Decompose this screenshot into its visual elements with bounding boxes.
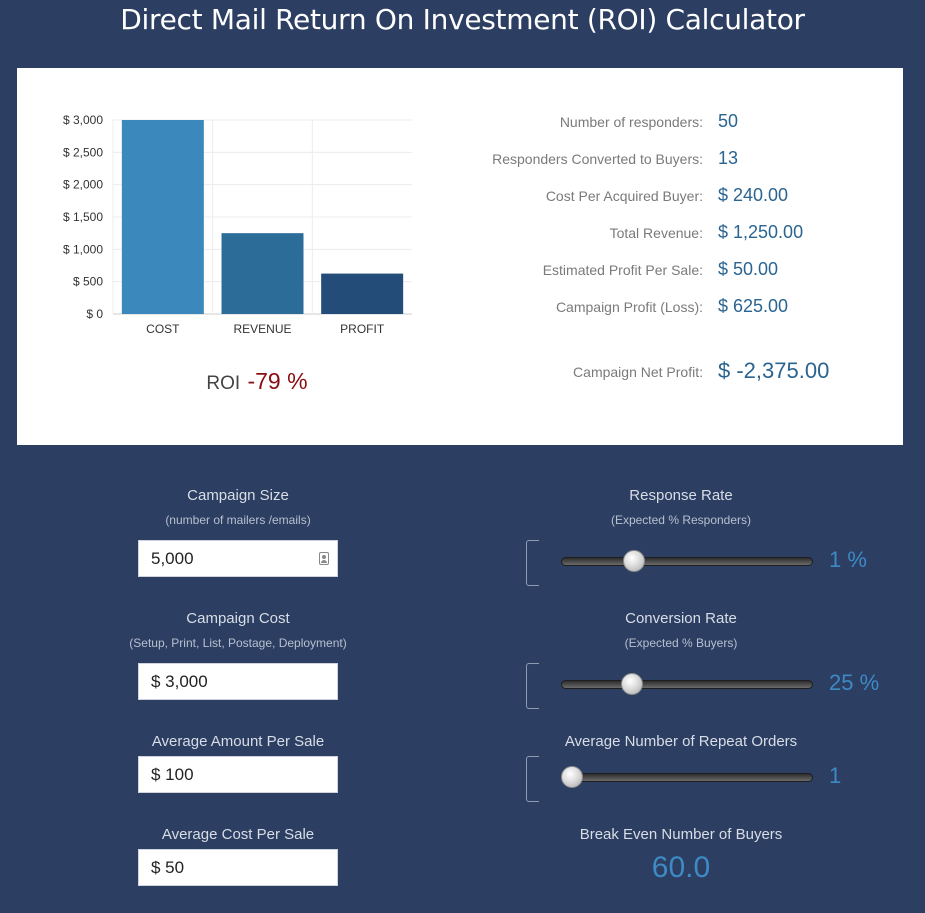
y-tick-label: $ 1,500	[63, 210, 103, 224]
roi-bar-chart: $ 0 $ 500 $ 1,000 $ 1,500 $ 2,000 $ 2,500 $ 3,…	[63, 113, 412, 336]
bar-cost	[121, 120, 204, 314]
response-rate-track[interactable]	[561, 557, 813, 566]
conversion-rate-bracket	[526, 663, 539, 709]
avg-cost-section: Average Cost Per Sale	[108, 826, 368, 843]
campaign-size-input[interactable]	[139, 541, 311, 576]
response-rate-section: Response Rate (Expected % Responders)	[531, 487, 831, 527]
stat-label-campaign-profit: Campaign Profit (Loss):	[555, 299, 703, 315]
stat-label-total-revenue: Total Revenue:	[609, 225, 703, 241]
roi-label: ROI	[206, 373, 241, 394]
roi-readout: ROI -79 %	[137, 368, 377, 395]
conversion-rate-knob[interactable]	[620, 673, 643, 695]
repeat-orders-track[interactable]	[561, 773, 813, 782]
conversion-rate-title: Conversion Rate	[625, 610, 737, 627]
page-title: Direct Mail Return On Investment (ROI) C…	[120, 3, 805, 36]
stat-label-converted: Responders Converted to Buyers:	[492, 151, 703, 167]
response-rate-subtitle: (Expected % Responders)	[610, 513, 752, 527]
campaign-cost-input[interactable]	[139, 664, 311, 699]
response-rate-value: 1 %	[829, 547, 867, 572]
repeat-orders-value: 1	[829, 763, 842, 788]
bar-revenue	[221, 233, 304, 314]
stat-label-net-profit: Campaign Net Profit:	[573, 364, 703, 380]
bar-profit	[321, 273, 404, 314]
stat-value-responders: 50	[718, 111, 739, 131]
x-tick-label: PROFIT	[340, 322, 385, 336]
breakeven-section: Break Even Number of Buyers 60.0	[531, 826, 831, 885]
y-tick-label: $ 500	[73, 275, 103, 289]
campaign-cost-subtitle: (Setup, Print, List, Postage, Deployment…	[129, 636, 347, 650]
repeat-orders-section: Average Number of Repeat Orders	[521, 733, 841, 750]
stats-list: Number of responders: 50 Responders Conv…	[437, 68, 903, 445]
breakeven-value: 60.0	[651, 851, 711, 884]
conversion-rate-section: Conversion Rate (Expected % Buyers)	[531, 610, 831, 650]
x-tick-label: COST	[146, 322, 180, 336]
stat-label-responders: Number of responders:	[559, 114, 703, 130]
avg-amount-section: Average Amount Per Sale	[108, 733, 368, 750]
avg-amount-box	[138, 756, 338, 793]
conversion-rate-value: 25 %	[829, 670, 880, 695]
campaign-size-title: Campaign Size	[187, 487, 289, 504]
stat-value-cost-per-buyer: $ 240.00	[718, 185, 789, 205]
response-rate-title: Response Rate	[629, 487, 733, 504]
stat-label-cost-per-buyer: Cost Per Acquired Buyer:	[545, 188, 703, 204]
repeat-orders-bracket	[526, 756, 539, 802]
response-rate-bracket	[526, 540, 539, 586]
y-tick-label: $ 2,500	[63, 145, 103, 159]
campaign-cost-box	[138, 663, 338, 700]
roi-value: -79 %	[247, 368, 308, 394]
y-tick-label: $ 0	[86, 307, 103, 321]
stat-value-total-revenue: $ 1,250.00	[718, 222, 804, 242]
results-panel: $ 0 $ 500 $ 1,000 $ 1,500 $ 2,000 $ 2,500 $ 3,…	[17, 68, 903, 445]
campaign-size-section: Campaign Size (number of mailers /emails…	[128, 487, 348, 527]
avg-cost-box	[138, 849, 338, 886]
repeat-orders-knob[interactable]	[561, 766, 583, 788]
stat-value-net-profit: $ -2,375.00	[718, 358, 830, 383]
campaign-cost-title: Campaign Cost	[186, 610, 290, 627]
contact-card-icon[interactable]	[319, 552, 329, 565]
stat-value-campaign-profit: $ 625.00	[718, 296, 789, 316]
campaign-size-subtitle: (number of mailers /emails)	[165, 513, 311, 527]
avg-amount-input[interactable]	[139, 757, 311, 792]
repeat-orders-title: Average Number of Repeat Orders	[564, 733, 798, 750]
conversion-rate-subtitle: (Expected % Buyers)	[624, 636, 738, 650]
avg-cost-title: Average Cost Per Sale	[161, 826, 315, 843]
y-tick-label: $ 3,000	[63, 113, 103, 127]
response-rate-knob[interactable]	[623, 550, 646, 572]
x-tick-label: REVENUE	[233, 322, 291, 336]
breakeven-title: Break Even Number of Buyers	[579, 826, 783, 843]
avg-amount-title: Average Amount Per Sale	[151, 733, 325, 750]
y-tick-label: $ 2,000	[63, 178, 103, 192]
y-tick-label: $ 1,000	[63, 242, 103, 256]
avg-cost-input[interactable]	[139, 850, 311, 885]
conversion-rate-track[interactable]	[561, 680, 813, 689]
campaign-cost-section: Campaign Cost (Setup, Print, List, Posta…	[108, 610, 368, 650]
stat-label-profit-per-sale: Estimated Profit Per Sale:	[542, 262, 703, 278]
campaign-size-box	[138, 540, 338, 577]
stat-value-profit-per-sale: $ 50.00	[718, 259, 779, 279]
stat-value-converted: 13	[718, 148, 739, 168]
